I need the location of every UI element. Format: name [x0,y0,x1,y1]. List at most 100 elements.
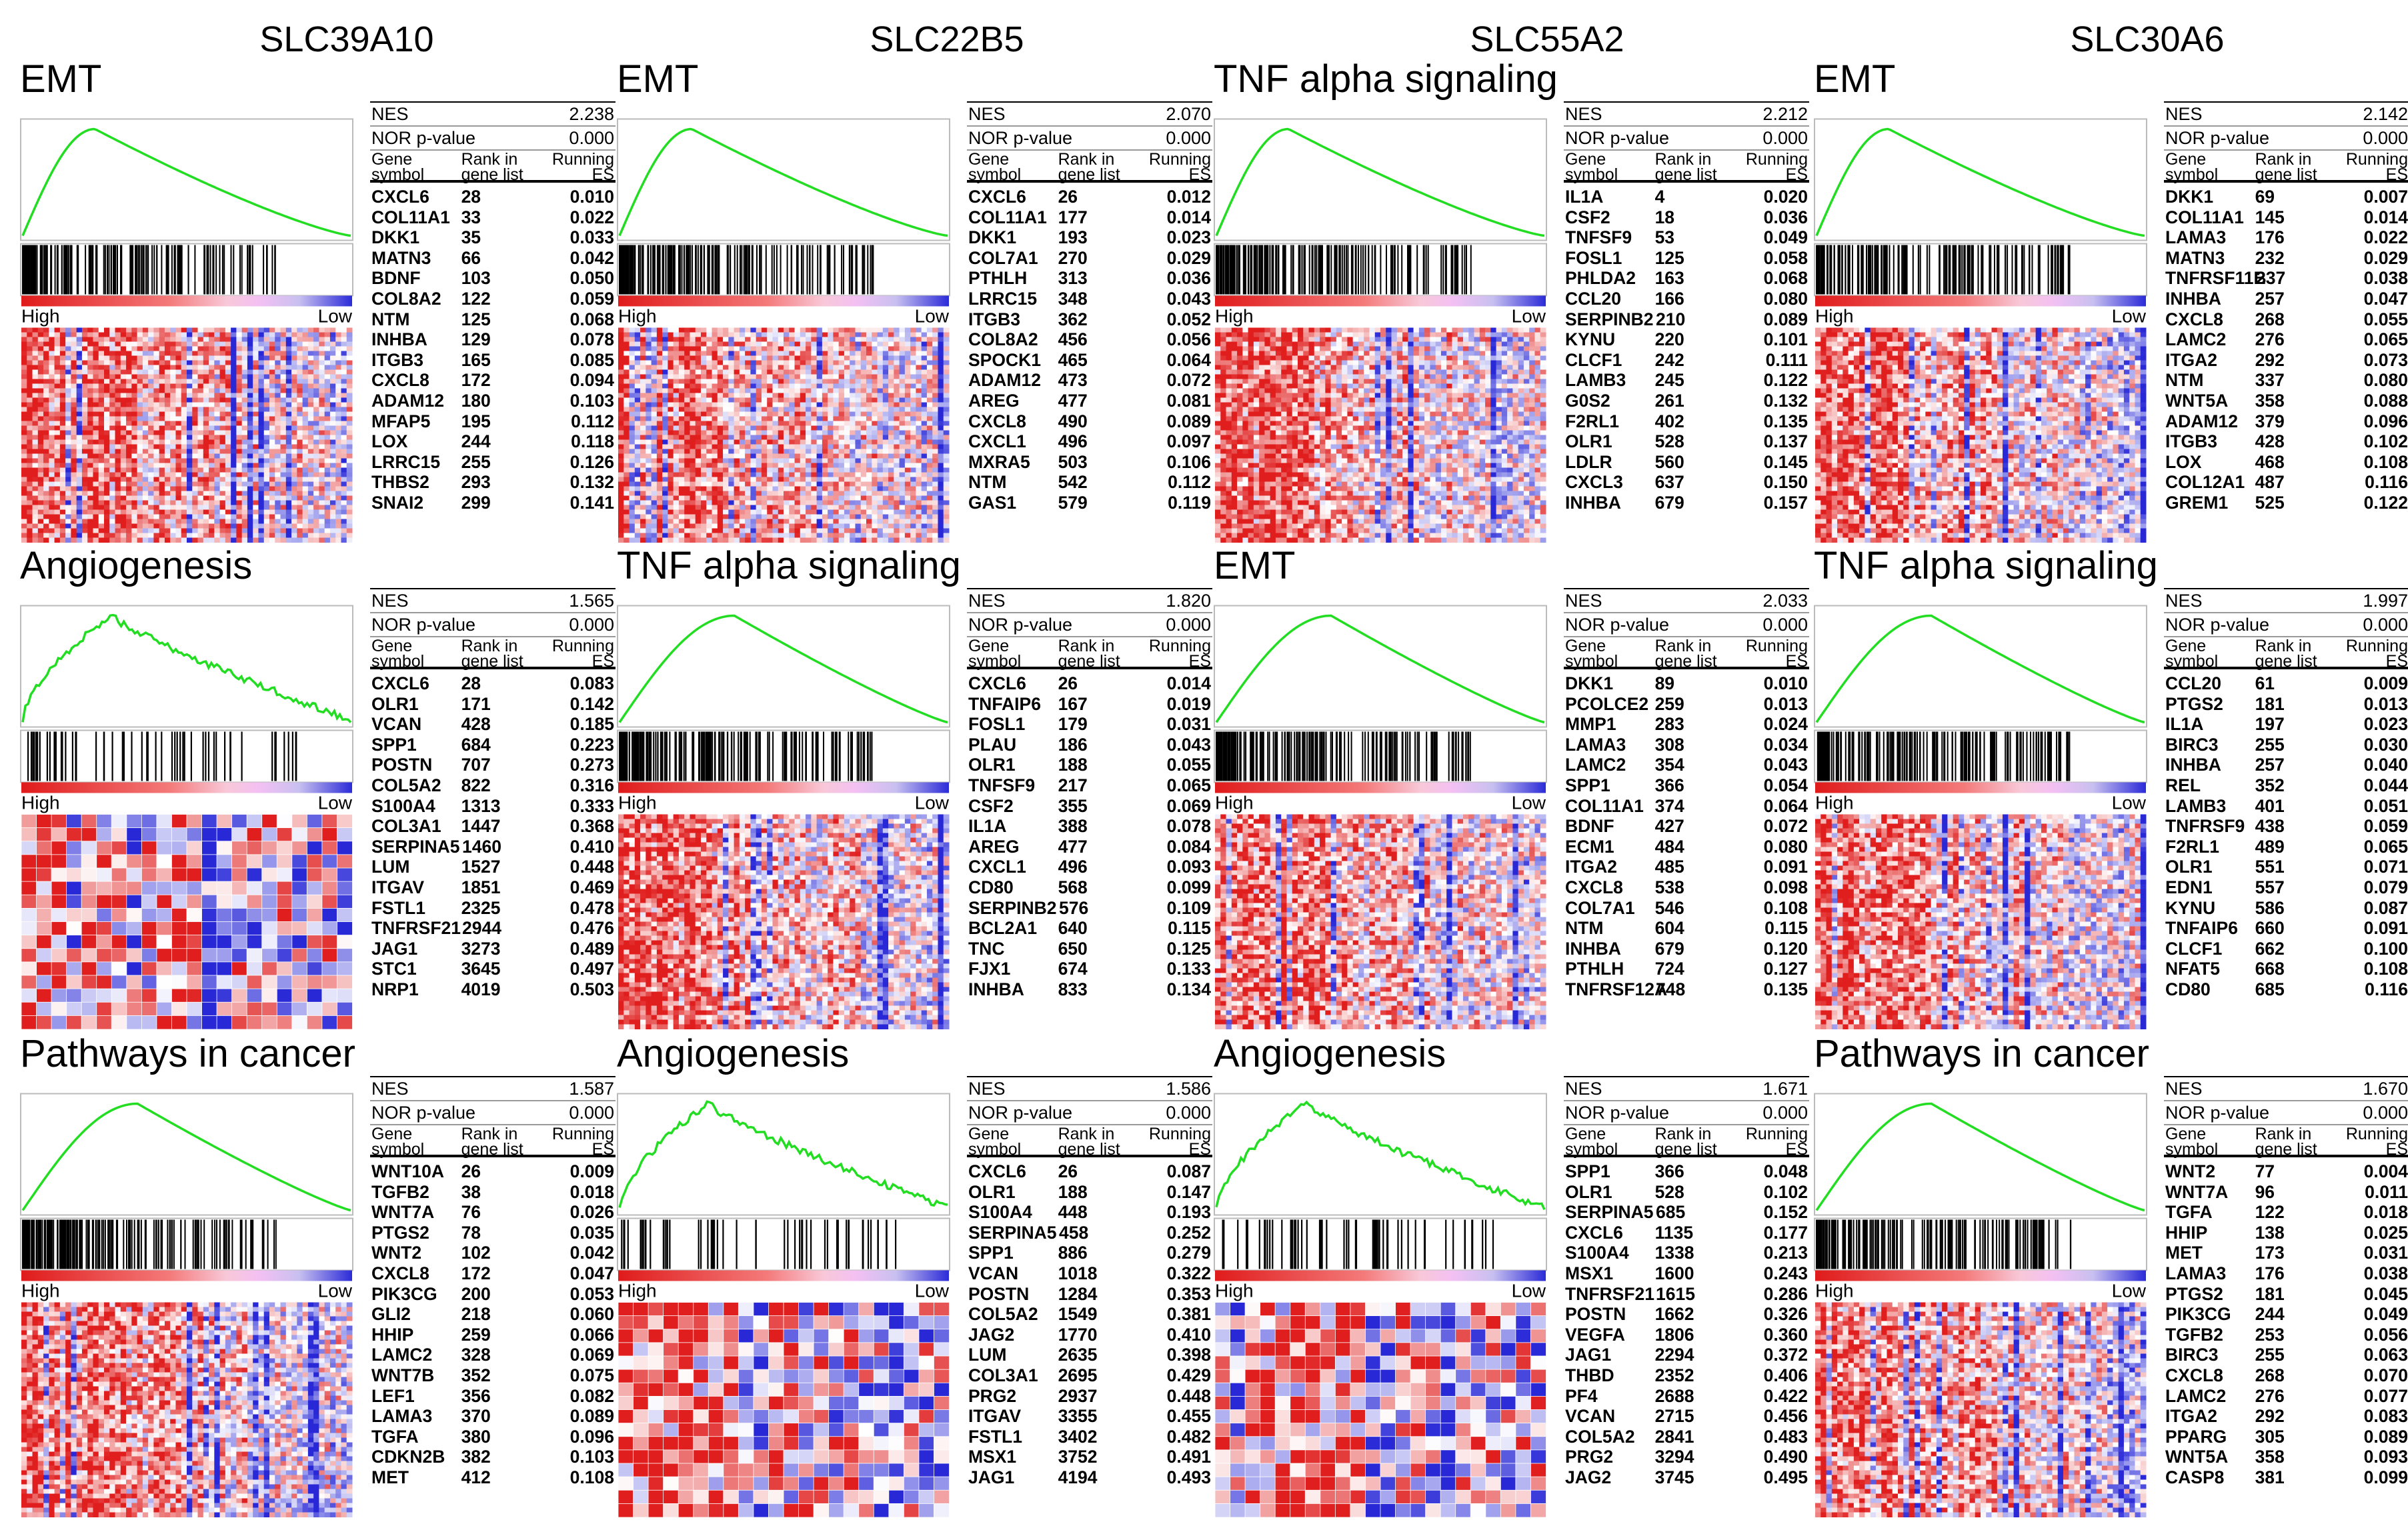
gene-symbol: ITGB3 [968,309,1054,330]
pvalue-row-label: NOR p-value [968,1101,1072,1124]
gene-symbol: SPP1 [371,735,457,755]
gene-rank: 586 [2251,898,2337,919]
running-es: 0.252 [1140,1223,1211,1243]
running-es: 0.023 [2337,714,2408,735]
gene-rank: 352 [457,1365,543,1386]
gene-rank: 172 [457,1263,543,1284]
gene-rank: 473 [1054,370,1140,391]
gene-rank: 542 [1054,472,1140,493]
pathway-title: EMT [20,60,101,99]
running-es: 0.142 [543,694,614,715]
gene-rank: 89 [1651,673,1737,694]
gene-symbol: LAMC2 [371,1345,457,1365]
gene-rank: 2325 [457,898,543,919]
gene-symbol: FOSL1 [1565,248,1651,269]
gene-symbol: CD80 [2165,979,2251,1000]
high-label: High [618,306,657,327]
gene-symbol: AREG [968,837,1054,857]
gene-symbol: OLR1 [2165,857,2251,877]
high-label: High [1215,793,1254,813]
running-es: 0.056 [2337,1325,2408,1345]
gene-symbol: WNT2 [2165,1161,2251,1182]
gene-symbol: VCAN [968,1263,1054,1284]
gene-rank: 748 [1652,979,1737,1000]
gene-rank: 28 [457,187,543,207]
running-es: 0.122 [1736,370,1808,391]
gene-symbol: ECM1 [1565,837,1651,857]
gene-rank: 292 [2251,350,2337,371]
gene-rank: 650 [1054,939,1140,959]
pathway-title: Angiogenesis [617,1035,849,1073]
high-label: High [21,793,60,813]
gene-symbol: THBS2 [371,472,457,493]
running-es: 0.490 [1736,1447,1808,1467]
gene-rank: 525 [2251,493,2337,513]
running-es: 0.103 [543,1447,614,1467]
pvalue-row-label: NOR p-value [968,613,1072,636]
column-gene-title: SLC39A10 [80,19,614,60]
gene-rank: 61 [2251,673,2337,694]
running-es: 0.083 [543,673,614,694]
running-es: 0.406 [1736,1365,1808,1386]
running-es: 0.038 [2337,268,2408,289]
running-es: 0.047 [543,1263,614,1284]
running-es: 0.137 [1736,431,1808,452]
gene-symbol: CSF2 [968,796,1054,817]
gene-rank: 388 [1054,816,1140,837]
gene-symbol: CSF2 [1565,207,1651,228]
running-es: 0.042 [543,248,614,269]
gene-symbol: CXCL8 [2165,1365,2251,1386]
gene-symbol: COL11A1 [1565,796,1651,817]
gene-symbol: PRG2 [1565,1447,1651,1467]
pvalue-row-label: NOR p-value [1565,1101,1669,1124]
gene-symbol: PCOLCE2 [1565,694,1651,715]
header-col_rank: Rank in gene list [1054,639,1140,664]
running-es: 0.080 [1736,837,1808,857]
pvalue-row-label: NOR p-value [2165,1101,2269,1124]
gene-symbol: S100A4 [1565,1243,1651,1263]
pvalue-row-value: 0.000 [1762,613,1808,636]
gene-symbol: COL11A1 [371,207,457,228]
pvalue-row-value: 0.000 [1762,127,1808,149]
rank-gradient [21,296,352,307]
gene-symbol: CXCL8 [968,411,1054,432]
running-es: 0.429 [1140,1365,1211,1386]
rank-gradient [1815,1271,2146,1281]
running-es: 0.010 [1736,673,1808,694]
running-es: 0.031 [1140,714,1211,735]
high-label: High [1815,1281,1854,1301]
running-es: 0.038 [2337,1263,2408,1284]
gene-symbol: TNFRSF21 [371,918,458,939]
running-es: 0.489 [543,939,614,959]
low-label: Low [2112,1281,2147,1301]
gene-rank: 276 [2251,1386,2337,1407]
gene-rank: 176 [2251,227,2337,248]
gene-rank: 259 [457,1325,543,1345]
running-es: 0.322 [1140,1263,1211,1284]
gene-symbol: AREG [968,391,1054,411]
